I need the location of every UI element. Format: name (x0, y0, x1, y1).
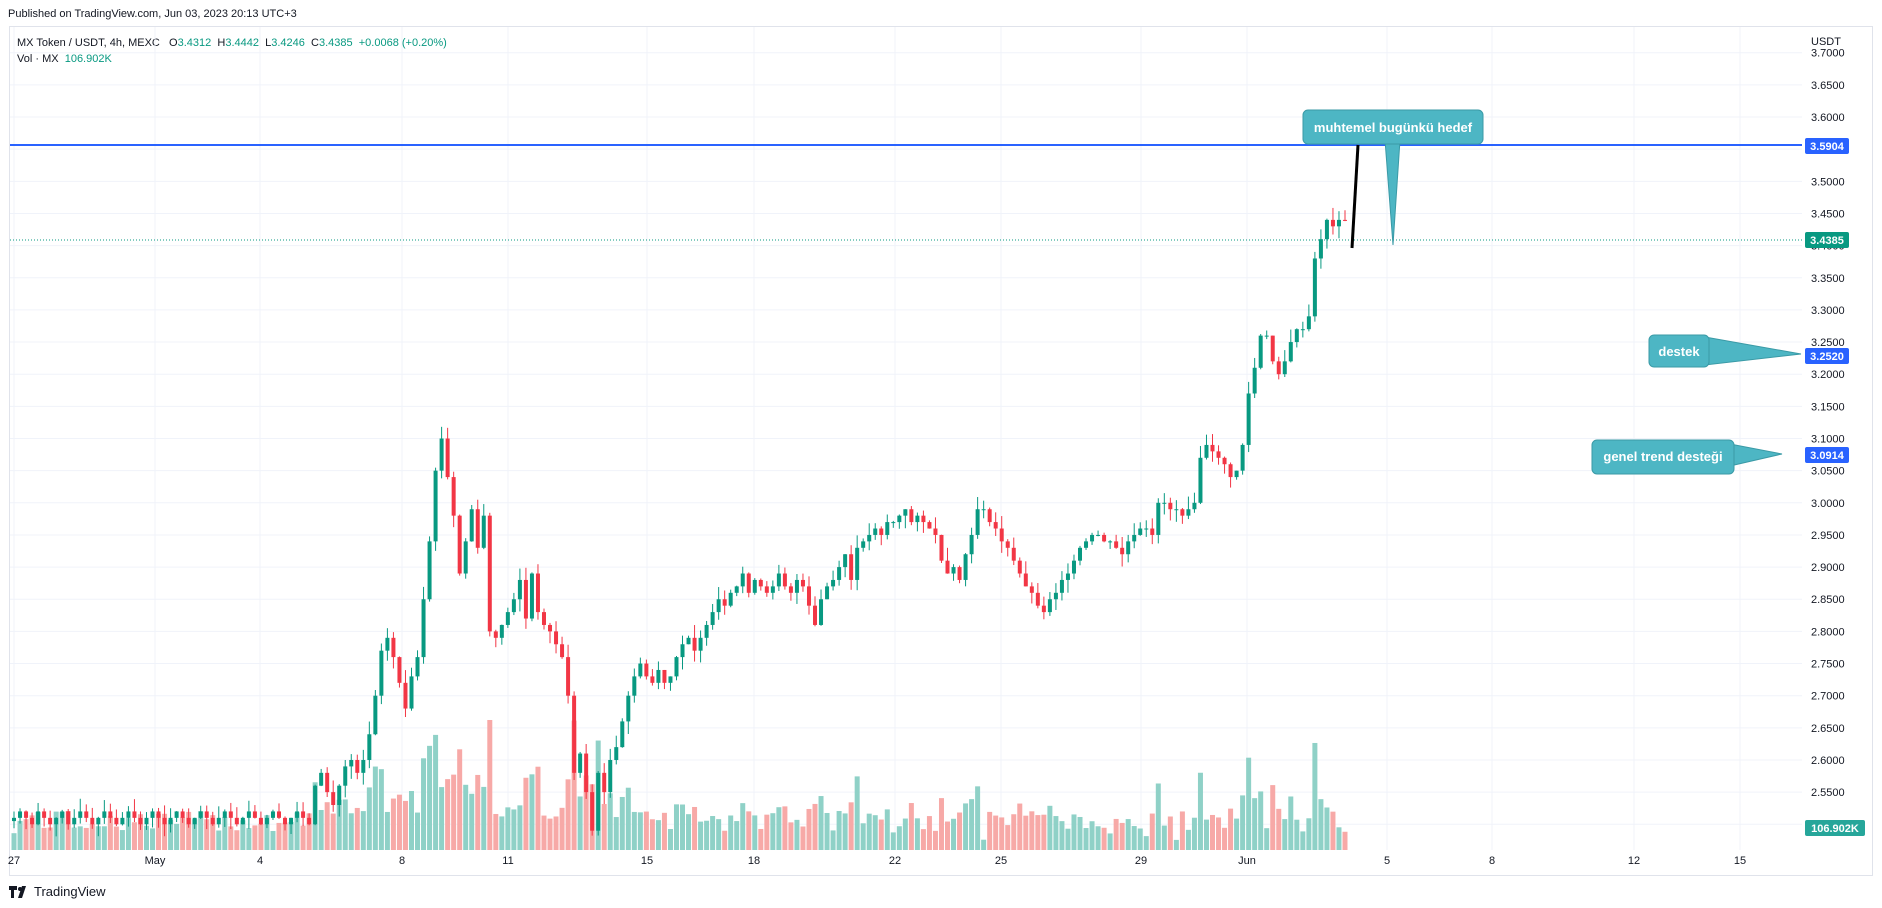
legend-volume-row: Vol · MX 106.902K (17, 51, 447, 67)
legend-close: 3.4385 (318, 37, 353, 49)
legend-change: +0.0068 (+0.20%) (358, 37, 447, 49)
legend-volume-label[interactable]: Vol · MX (17, 53, 59, 65)
legend-high-label: H (217, 37, 226, 49)
legend-open: 3.4312 (177, 37, 212, 49)
tradingview-logo[interactable]: TradingView (9, 884, 106, 899)
legend-volume: 106.902K (64, 53, 112, 65)
logo-text: TradingView (34, 884, 106, 899)
chart-legend: MX Token / USDT, 4h, MEXC O3.4312 H3.444… (17, 35, 447, 67)
legend-high: 3.4442 (225, 37, 259, 49)
tradingview-logo-icon (9, 885, 26, 898)
legend-open-label: O (169, 37, 178, 49)
legend-low: 3.4246 (271, 37, 305, 49)
published-caption: Published on TradingView.com, Jun 03, 20… (8, 8, 297, 20)
legend-low-label: L (265, 37, 272, 49)
legend-close-label: C (311, 37, 319, 49)
legend-symbol[interactable]: MX Token / USDT, 4h, MEXC (17, 37, 160, 49)
legend-ohlc-row: MX Token / USDT, 4h, MEXC O3.4312 H3.444… (17, 35, 447, 51)
chart-frame[interactable] (9, 26, 1873, 876)
